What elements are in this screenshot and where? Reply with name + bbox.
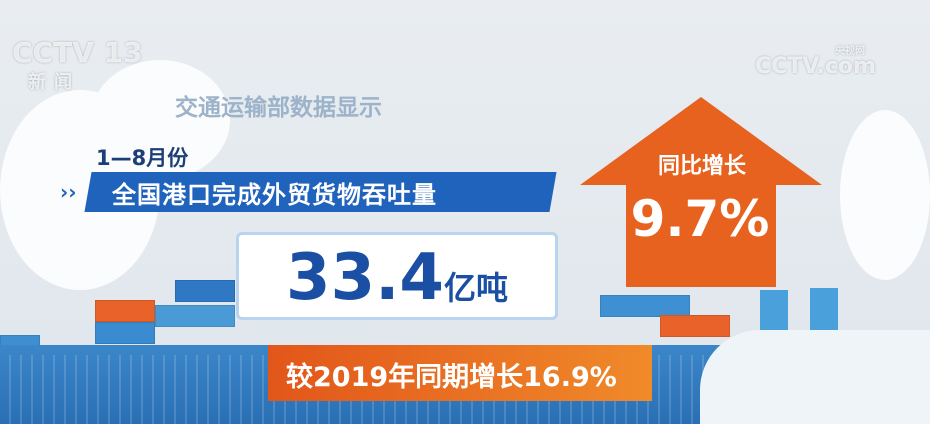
subject-text: 全国港口完成外贸货物吞吐量 [112, 181, 437, 209]
cctv13-logo: CCTV 13 [12, 36, 143, 69]
container [175, 280, 235, 302]
channel-sub-logo: 新闻 [28, 72, 80, 93]
container [600, 295, 690, 317]
watermark-sub: 央视网 [835, 46, 865, 57]
comparison-banner: 较2019年同期增长16.9% [268, 345, 652, 401]
throughput-value-box: 33.4亿吨 [236, 232, 558, 320]
chevron-icon: ›› [60, 180, 77, 204]
throughput-unit: 亿吨 [443, 269, 508, 307]
source-title: 交通运输部数据显示 [175, 95, 382, 121]
throughput-value: 33.4 [286, 241, 444, 315]
cctv-com-watermark: CCTV.com [755, 54, 876, 79]
period-label: 1—8月份 [96, 146, 189, 170]
container [155, 305, 235, 327]
ship-hull [700, 330, 930, 424]
cloud [840, 110, 930, 280]
container [660, 315, 730, 337]
up-arrow-icon [580, 97, 822, 287]
yoy-value: 9.7% [630, 190, 770, 248]
container [95, 322, 155, 344]
container [95, 300, 155, 322]
cloud [90, 60, 230, 180]
yoy-label: 同比增长 [657, 154, 746, 179]
